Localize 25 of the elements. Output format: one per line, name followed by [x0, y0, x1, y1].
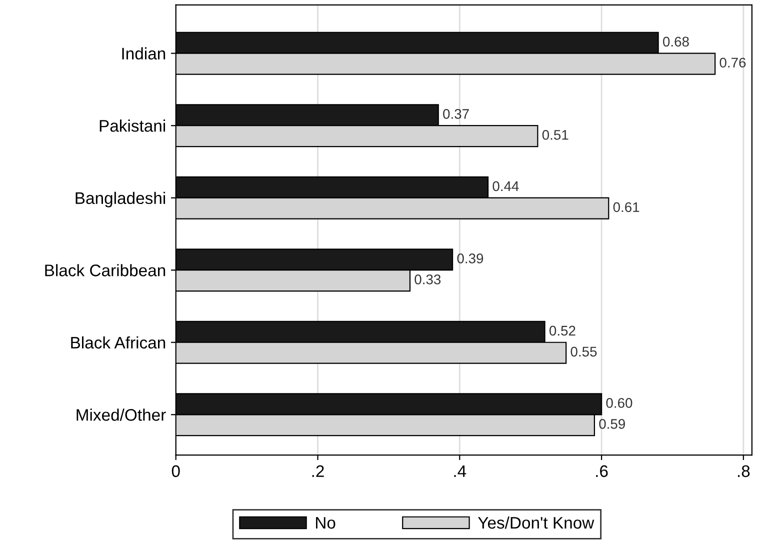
- x-tick-label: .8: [738, 465, 750, 478]
- y-tick-label: Pakistani: [100, 120, 166, 132]
- legend-label: Yes/Don't Know: [478, 516, 594, 529]
- legend-label: No: [316, 517, 336, 529]
- data-label: 0.51: [542, 130, 568, 140]
- x-tick-label: 0: [172, 465, 180, 478]
- data-label: 0.52: [549, 326, 576, 336]
- data-label: 0.33: [414, 274, 441, 284]
- data-label: 0.59: [599, 419, 625, 429]
- data-label: 0.39: [457, 254, 484, 264]
- data-label: 0.55: [570, 346, 597, 357]
- data-label: 0.61: [613, 202, 640, 212]
- y-tick-label: Black African: [71, 336, 166, 349]
- data-label: 0.44: [492, 181, 519, 192]
- data-label: 0.60: [606, 398, 632, 408]
- y-tick-label: Bangladeshi: [76, 192, 166, 208]
- y-tick-label: Black Caribbean: [45, 264, 166, 276]
- y-tick-label: Indian: [122, 47, 166, 60]
- x-tick-label: .4: [454, 465, 466, 477]
- x-tick-label: .2: [312, 465, 324, 477]
- x-tick-label: .6: [596, 465, 608, 478]
- y-tick-label: Mixed/Other: [76, 408, 166, 421]
- data-label: 0.76: [720, 58, 746, 68]
- data-label: 0.37: [443, 109, 469, 119]
- data-label: 0.68: [662, 36, 689, 47]
